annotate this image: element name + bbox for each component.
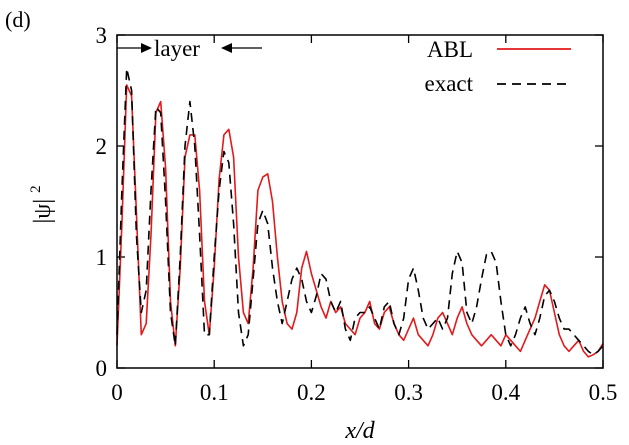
axis-tick-labels: 0 0.1 0.2 0.3 0.4 0.5 0 1 2 3	[96, 23, 618, 405]
x-tick-label: 0.4	[491, 380, 520, 405]
x-tick-label: 0.5	[589, 380, 618, 405]
layer-left-arrowhead-icon	[221, 43, 232, 53]
legend: ABL exact	[424, 37, 571, 96]
x-tick-label: 0.1	[200, 380, 229, 405]
y-tick-label: 0	[96, 356, 108, 381]
y-axis-label-superscript: 2	[28, 185, 44, 193]
legend-label-exact: exact	[424, 71, 473, 96]
series-group	[116, 67, 604, 358]
x-tick-label: 0.2	[297, 380, 326, 405]
y-axis-label-base: |ψ|	[30, 199, 56, 224]
layer-annotation: layer	[117, 36, 262, 61]
x-tick-label: 0.3	[394, 380, 423, 405]
y-tick-label: 3	[96, 23, 108, 48]
x-axis-label: x/d	[344, 418, 375, 444]
x-tick-label: 0	[111, 380, 123, 405]
plot-frame	[116, 34, 604, 369]
y-tick-label: 2	[96, 134, 108, 159]
y-axis-label: |ψ| 2	[28, 185, 56, 223]
panel-label: (d)	[5, 7, 31, 32]
series-line-exact	[116, 67, 604, 356]
layer-label: layer	[154, 36, 200, 61]
series-line-abl	[116, 84, 604, 358]
layer-right-arrowhead-icon	[141, 43, 152, 53]
y-tick-label: 1	[96, 245, 108, 270]
legend-label-abl: ABL	[427, 37, 473, 62]
